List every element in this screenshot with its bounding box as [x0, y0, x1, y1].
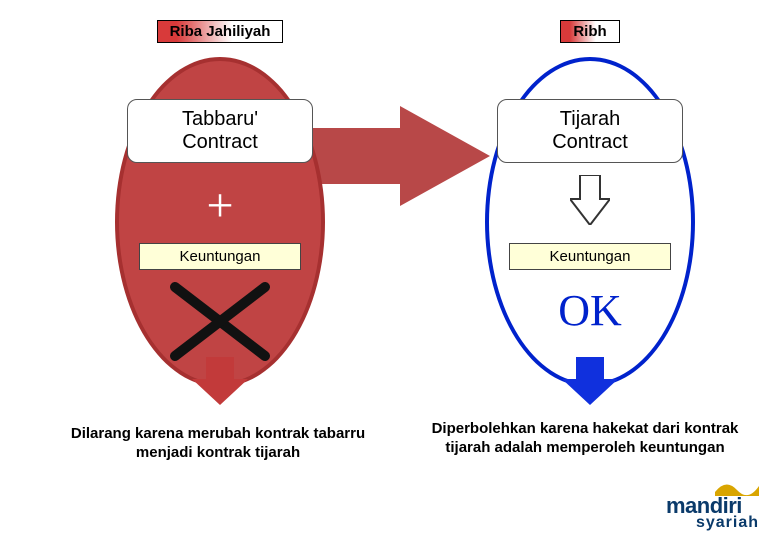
logo-wave-icon [715, 482, 759, 496]
plus-icon: + [115, 182, 325, 230]
brand-logo: mandiri syariah [666, 496, 759, 530]
cross-icon [165, 279, 275, 364]
right-column: Ribh Tijarah Contract Keuntungan OK [440, 20, 740, 387]
left-caption: Dilarang karena merubah kontrak tabarru … [58, 425, 378, 463]
left-down-arrow-icon [192, 357, 248, 405]
right-mid-arrow-icon [570, 175, 610, 225]
right-profit-box: Keuntungan [509, 243, 671, 270]
right-contract-line1: Tijarah [560, 108, 620, 130]
right-ellipse-wrap: Tijarah Contract Keuntungan OK [485, 57, 695, 387]
left-contract-box: Tabbaru' Contract [127, 99, 313, 163]
right-contract-line2: Contract [552, 131, 628, 153]
left-ellipse-wrap: Tabbaru' Contract + Keuntungan [115, 57, 325, 387]
left-profit-box: Keuntungan [139, 243, 301, 270]
left-contract-line2: Contract [182, 131, 258, 153]
left-contract-line1: Tabbaru' [182, 108, 258, 130]
right-header: Ribh [560, 20, 619, 43]
left-column: Riba Jahiliyah Tabbaru' Contract + Keunt… [70, 20, 370, 387]
logo-line1: mandiri [666, 496, 759, 516]
ok-text: OK [485, 285, 695, 336]
right-down-arrow-icon [562, 357, 618, 405]
right-contract-box: Tijarah Contract [497, 99, 683, 163]
right-caption: Diperbolehkan karena hakekat dari kontra… [425, 420, 745, 458]
left-header: Riba Jahiliyah [157, 20, 284, 43]
